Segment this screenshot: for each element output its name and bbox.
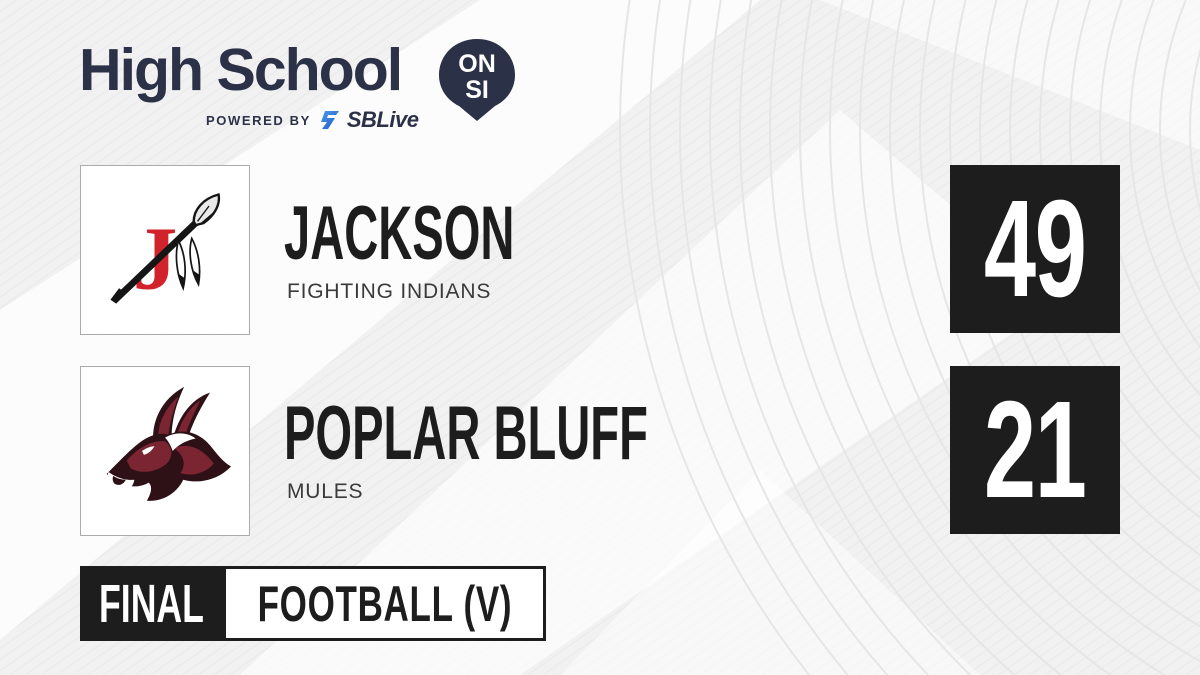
pin-text-si: SI [465,76,489,104]
brand-title: High School [79,37,403,103]
sport-level-badge: FOOTBALL (V) [223,566,546,641]
team-name: JACKSON [284,191,515,276]
pin-text-on: ON [458,50,496,78]
jackson-j-spear-logo: J [110,193,221,308]
team-score: 49 [984,172,1087,326]
team-score: 21 [984,373,1087,527]
on-si-pin-logo: ON SI [439,39,515,121]
team-mascot: FIGHTING INDIANS [287,280,492,303]
game-status-text: FINAL [99,573,204,634]
poplar-bluff-mule-logo [106,386,232,501]
sblive-bolt-icon [320,111,339,129]
team-mascot: MULES [287,480,364,503]
game-status-badge: FINAL [80,566,223,641]
team-name: POPLAR BLUFF [284,391,648,476]
team-score-box: 21 [950,366,1120,534]
team-logo-box: J [80,165,250,335]
team-score-box: 49 [950,165,1120,333]
sblive-wordmark: SBLive [346,107,419,132]
team-logo-box [80,366,250,536]
powered-by-label: POWERED BY [206,112,311,128]
powered-by-row: POWERED BY SBLive [206,107,419,132]
sport-level-text: FOOTBALL (V) [257,575,512,632]
